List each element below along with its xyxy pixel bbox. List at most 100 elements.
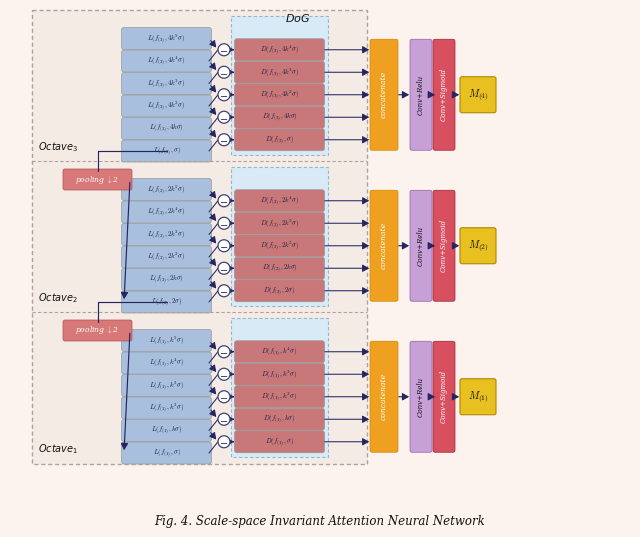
FancyBboxPatch shape [410, 341, 432, 452]
Circle shape [218, 368, 230, 380]
FancyBboxPatch shape [433, 341, 455, 452]
Text: $\mathit{L(f_{(3)},4k\sigma)}$: $\mathit{L(f_{(3)},4k\sigma)}$ [149, 122, 184, 134]
Text: concatenate: concatenate [380, 71, 388, 118]
Circle shape [218, 195, 230, 207]
Text: $\mathit{D(f_{(3)},4k^3\sigma)}$: $\mathit{D(f_{(3)},4k^3\sigma)}$ [260, 66, 300, 78]
FancyBboxPatch shape [122, 442, 211, 464]
Circle shape [218, 217, 230, 229]
Text: $-$: $-$ [220, 68, 228, 78]
Text: $\mathit{L(f_{(2)},2\sigma)}$: $\mathit{L(f_{(2)},2\sigma)}$ [151, 296, 182, 308]
FancyBboxPatch shape [122, 397, 211, 419]
Text: $\mathit{D(f_{(2)},2k^4\sigma)}$: $\mathit{D(f_{(2)},2k^4\sigma)}$ [260, 194, 300, 207]
Circle shape [218, 134, 230, 146]
Text: $-$: $-$ [220, 347, 228, 357]
FancyBboxPatch shape [234, 106, 324, 128]
Text: $\mathit{L(f_{(1)},k^3\sigma)}$: $\mathit{L(f_{(1)},k^3\sigma)}$ [149, 379, 184, 392]
FancyBboxPatch shape [370, 39, 398, 150]
Circle shape [218, 43, 230, 56]
Circle shape [218, 346, 230, 358]
Text: Conv+Relu: Conv+Relu [417, 226, 425, 266]
Circle shape [218, 413, 230, 425]
Text: $-$: $-$ [220, 437, 228, 447]
FancyBboxPatch shape [122, 330, 211, 352]
Text: $\mathit{D(f_{(2)},2k^2\sigma)}$: $\mathit{D(f_{(2)},2k^2\sigma)}$ [260, 240, 300, 252]
FancyBboxPatch shape [122, 72, 211, 95]
Text: concatenate: concatenate [380, 373, 388, 420]
Text: $\mathit{Octave}_{1}$: $\mathit{Octave}_{1}$ [38, 442, 78, 456]
Text: $\mathit{D(f_{(3)},4k^4\sigma)}$: $\mathit{D(f_{(3)},4k^4\sigma)}$ [260, 43, 300, 56]
Text: $-$: $-$ [220, 264, 228, 274]
Text: $\mathit{Octave}_{3}$: $\mathit{Octave}_{3}$ [38, 140, 78, 154]
FancyBboxPatch shape [460, 228, 496, 264]
FancyBboxPatch shape [122, 291, 211, 313]
Text: $\mathit{L(f_{(2)},2k\sigma)}$: $\mathit{L(f_{(2)},2k\sigma)}$ [149, 274, 184, 285]
Text: $-$: $-$ [220, 196, 228, 206]
Text: $-$: $-$ [220, 90, 228, 100]
FancyBboxPatch shape [63, 169, 132, 190]
Text: $-$: $-$ [220, 241, 228, 251]
Text: concatenate: concatenate [380, 222, 388, 270]
Text: Conv+Sigmoid: Conv+Sigmoid [440, 370, 448, 423]
Circle shape [218, 66, 230, 78]
Text: $-$: $-$ [220, 415, 228, 425]
FancyBboxPatch shape [231, 16, 328, 155]
Text: Conv+Relu: Conv+Relu [417, 376, 425, 417]
Text: $\mathit{L(f_{(3)},4k^5\sigma)}$: $\mathit{L(f_{(3)},4k^5\sigma)}$ [147, 32, 186, 45]
Text: $\mathit{L(f_{(3)},4k^2\sigma)}$: $\mathit{L(f_{(3)},4k^2\sigma)}$ [147, 99, 186, 112]
Text: $-$: $-$ [220, 135, 228, 145]
Text: $\mathit{D(f_{(3)},4k\sigma)}$: $\mathit{D(f_{(3)},4k\sigma)}$ [262, 111, 298, 123]
FancyBboxPatch shape [460, 379, 496, 415]
Text: $-$: $-$ [220, 286, 228, 296]
Text: $\mathit{D(f_{(2)},2\sigma)}$: $\mathit{D(f_{(2)},2\sigma)}$ [263, 285, 296, 296]
Text: $-$: $-$ [220, 45, 228, 55]
FancyBboxPatch shape [410, 190, 432, 301]
Circle shape [218, 285, 230, 297]
FancyBboxPatch shape [122, 246, 211, 268]
Text: $\mathit{M_{(2)}}$: $\mathit{M_{(2)}}$ [468, 238, 488, 253]
Text: $\mathit{L(f_{(1)},k^4\sigma)}$: $\mathit{L(f_{(1)},k^4\sigma)}$ [149, 357, 184, 369]
Text: $\mathit{L(f_{(1)},\sigma)}$: $\mathit{L(f_{(1)},\sigma)}$ [152, 447, 180, 459]
FancyBboxPatch shape [234, 190, 324, 212]
Circle shape [218, 391, 230, 403]
Text: $\mathit{L(f_{(3)},4k^3\sigma)}$: $\mathit{L(f_{(3)},4k^3\sigma)}$ [147, 77, 186, 90]
FancyBboxPatch shape [122, 201, 211, 223]
Text: Conv+Sigmoid: Conv+Sigmoid [440, 68, 448, 121]
FancyBboxPatch shape [370, 341, 398, 452]
Text: $\mathit{Octave}_{2}$: $\mathit{Octave}_{2}$ [38, 291, 78, 305]
FancyBboxPatch shape [234, 408, 324, 430]
FancyBboxPatch shape [433, 39, 455, 150]
Circle shape [218, 262, 230, 274]
FancyBboxPatch shape [410, 39, 432, 150]
Text: $\mathit{D(f_{(3)},\sigma)}$: $\mathit{D(f_{(3)},\sigma)}$ [265, 134, 294, 146]
FancyBboxPatch shape [122, 268, 211, 291]
Text: $-$: $-$ [220, 219, 228, 229]
Text: Conv+Sigmoid: Conv+Sigmoid [440, 219, 448, 272]
FancyBboxPatch shape [234, 341, 324, 363]
FancyBboxPatch shape [234, 212, 324, 234]
FancyBboxPatch shape [234, 129, 324, 151]
Text: $\mathit{D(f_{(1)},k^3\sigma)}$: $\mathit{D(f_{(1)},k^3\sigma)}$ [262, 368, 298, 381]
Circle shape [218, 240, 230, 252]
Text: $\mathit{L(f_{(1)},k^5\sigma)}$: $\mathit{L(f_{(1)},k^5\sigma)}$ [149, 334, 184, 347]
FancyBboxPatch shape [433, 190, 455, 301]
Text: $\mathit{L(f_{(3)},\sigma)}$: $\mathit{L(f_{(3)},\sigma)}$ [152, 145, 180, 157]
FancyBboxPatch shape [234, 280, 324, 302]
Text: $\mathit{L(f_{(2)},2k^5\sigma)}$: $\mathit{L(f_{(2)},2k^5\sigma)}$ [147, 183, 186, 196]
Text: $\mathit{D(f_{(2)},2k^3\sigma)}$: $\mathit{D(f_{(2)},2k^3\sigma)}$ [260, 217, 300, 230]
FancyBboxPatch shape [122, 352, 211, 374]
FancyBboxPatch shape [122, 50, 211, 72]
FancyBboxPatch shape [122, 223, 211, 245]
Text: $\mathit{M_{(4)}}$: $\mathit{M_{(4)}}$ [468, 88, 488, 102]
Text: $\mathit{L(f_{(2)},2k^3\sigma)}$: $\mathit{L(f_{(2)},2k^3\sigma)}$ [147, 228, 186, 241]
FancyBboxPatch shape [234, 386, 324, 408]
FancyBboxPatch shape [122, 95, 211, 117]
Text: $\mathit{L(f_{(1)},k\sigma)}$: $\mathit{L(f_{(1)},k\sigma)}$ [151, 425, 182, 437]
FancyBboxPatch shape [32, 10, 367, 464]
FancyBboxPatch shape [122, 178, 211, 200]
FancyBboxPatch shape [122, 419, 211, 441]
Text: $\mathit{D(f_{(2)},2k\sigma)}$: $\mathit{D(f_{(2)},2k\sigma)}$ [262, 263, 298, 274]
FancyBboxPatch shape [234, 84, 324, 106]
Text: $-$: $-$ [220, 370, 228, 380]
FancyBboxPatch shape [234, 39, 324, 61]
FancyBboxPatch shape [122, 374, 211, 396]
